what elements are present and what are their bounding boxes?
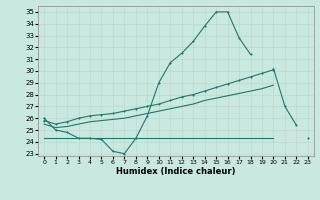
X-axis label: Humidex (Indice chaleur): Humidex (Indice chaleur): [116, 167, 236, 176]
